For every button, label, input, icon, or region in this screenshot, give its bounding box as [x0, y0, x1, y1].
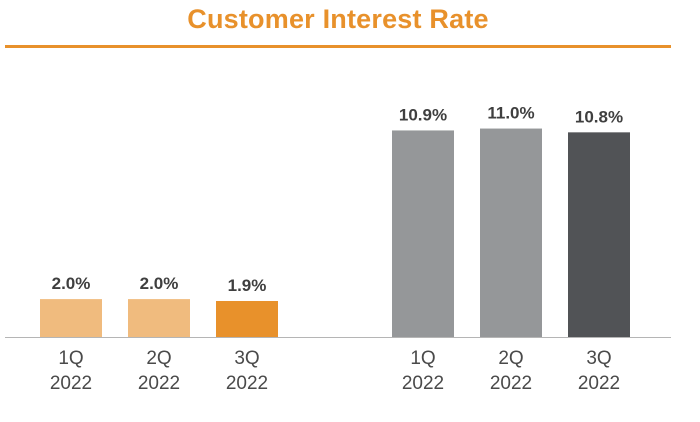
x-tick-label-year: 2022	[50, 373, 92, 394]
data-label: 11.0%	[487, 104, 534, 123]
x-tick-label-quarter: 2Q	[498, 348, 523, 369]
chart-title: Customer Interest Rate	[187, 4, 489, 34]
data-label: 2.0%	[140, 274, 179, 293]
x-tick-label-year: 2022	[490, 373, 532, 394]
bar	[216, 300, 278, 337]
x-tick-label-quarter: 1Q	[58, 348, 83, 369]
bar	[392, 130, 454, 337]
data-label: 1.9%	[228, 276, 267, 295]
x-tick-label-quarter: 3Q	[586, 348, 611, 369]
data-label: 10.9%	[399, 105, 447, 124]
data-label: 2.0%	[52, 274, 91, 293]
x-tick-label-year: 2022	[138, 373, 180, 394]
x-tick-label-quarter: 2Q	[146, 348, 171, 369]
x-tick-label-year: 2022	[226, 373, 268, 394]
bar	[128, 299, 190, 337]
x-tick-label-quarter: 1Q	[410, 348, 435, 369]
x-tick-label-year: 2022	[578, 373, 620, 394]
bar	[568, 132, 630, 337]
title-underline	[5, 45, 671, 48]
bar	[480, 128, 542, 337]
x-tick-label-quarter: 3Q	[234, 348, 259, 369]
data-label: 10.8%	[575, 107, 623, 126]
x-tick-label-year: 2022	[402, 373, 444, 394]
bar	[40, 299, 102, 337]
